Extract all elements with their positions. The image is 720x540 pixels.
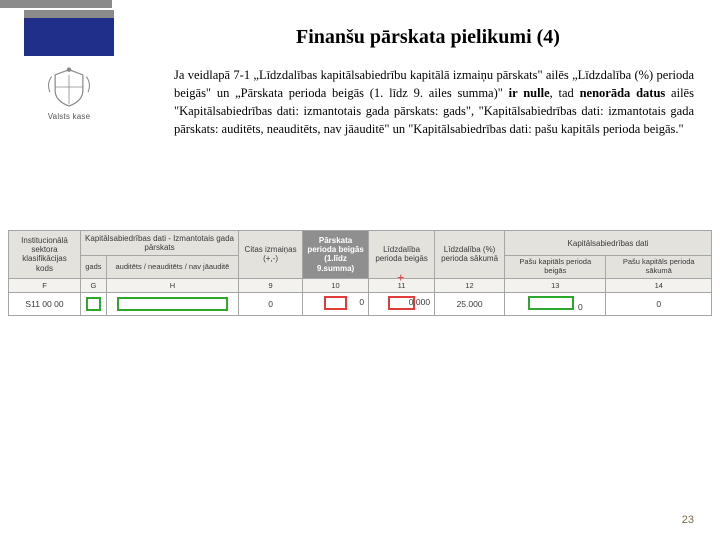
cell-13: 0 (505, 292, 606, 315)
th-equity-end: Pašu kapitāls perioda beigās (505, 256, 606, 278)
cell-audited (106, 292, 238, 315)
colnum: 12 (435, 278, 505, 292)
data-table: Institucionālā sektora klasifikācijas ko… (8, 230, 712, 316)
cell-10-value: 0 (359, 297, 364, 307)
cell-9: 0 (239, 292, 303, 315)
eu-flag (24, 18, 114, 56)
th-participation-end: Līdzdalība perioda beigās (369, 231, 435, 279)
cell-11-value: 0.000 (409, 297, 430, 307)
colnum: 9 (239, 278, 303, 292)
colnum: G (81, 278, 107, 292)
cell-year (81, 292, 107, 315)
colnum: 13 (505, 278, 606, 292)
page-number: 23 (682, 514, 694, 526)
th-equity-start: Pašu kapitāls perioda sākumā (606, 256, 712, 278)
th-year: gads (81, 256, 107, 278)
coat-of-arms (24, 64, 114, 110)
colnum: 14 (606, 278, 712, 292)
colnum: 10 (303, 278, 369, 292)
top-accent (24, 10, 114, 18)
cell-14: 0 (606, 292, 712, 315)
top-strip (0, 0, 112, 8)
th-company-equity: Kapitālsabiedrības dati (505, 231, 712, 256)
th-company-data-report: Kapitālsabiedrības dati - Izmantotais ga… (81, 231, 239, 256)
table-row: S11 00 00 0 0 0.000 25.000 0 0 (9, 292, 712, 315)
highlight-red (324, 296, 347, 310)
cell-12: 25.000 (435, 292, 505, 315)
cell-13-value: 0 (578, 302, 583, 312)
cell-code: S11 00 00 (9, 292, 81, 315)
colnum: H (106, 278, 238, 292)
th-other-changes: Citas izmaiņas (+,-) (239, 231, 303, 279)
column-number-row: F G H 9 10 11 12 13 14 (9, 278, 712, 292)
highlight-green (86, 297, 101, 311)
brand-label: Valsts kase (24, 112, 114, 121)
body-paragraph: Ja veidlapā 7-1 „Līdzdalības kapitālsabi… (174, 66, 694, 139)
page-title: Finanšu pārskata pielikumi (4) (296, 26, 560, 49)
highlight-green (528, 296, 574, 310)
colnum: 11 (369, 278, 435, 292)
colnum: F (9, 278, 81, 292)
th-audited: auditēts / neauditēts / nav jāauditē (106, 256, 238, 278)
cell-11: 0.000 (369, 292, 435, 315)
highlight-green (117, 297, 228, 311)
th-period-end: Pārskata perioda beigās (1.līdz 9.summa) (303, 231, 369, 279)
th-institutional-code: Institucionālā sektora klasifikācijas ko… (9, 231, 81, 279)
cell-10: 0 (303, 292, 369, 315)
th-participation-start: Līdzdalība (%) perioda sākumā (435, 231, 505, 279)
